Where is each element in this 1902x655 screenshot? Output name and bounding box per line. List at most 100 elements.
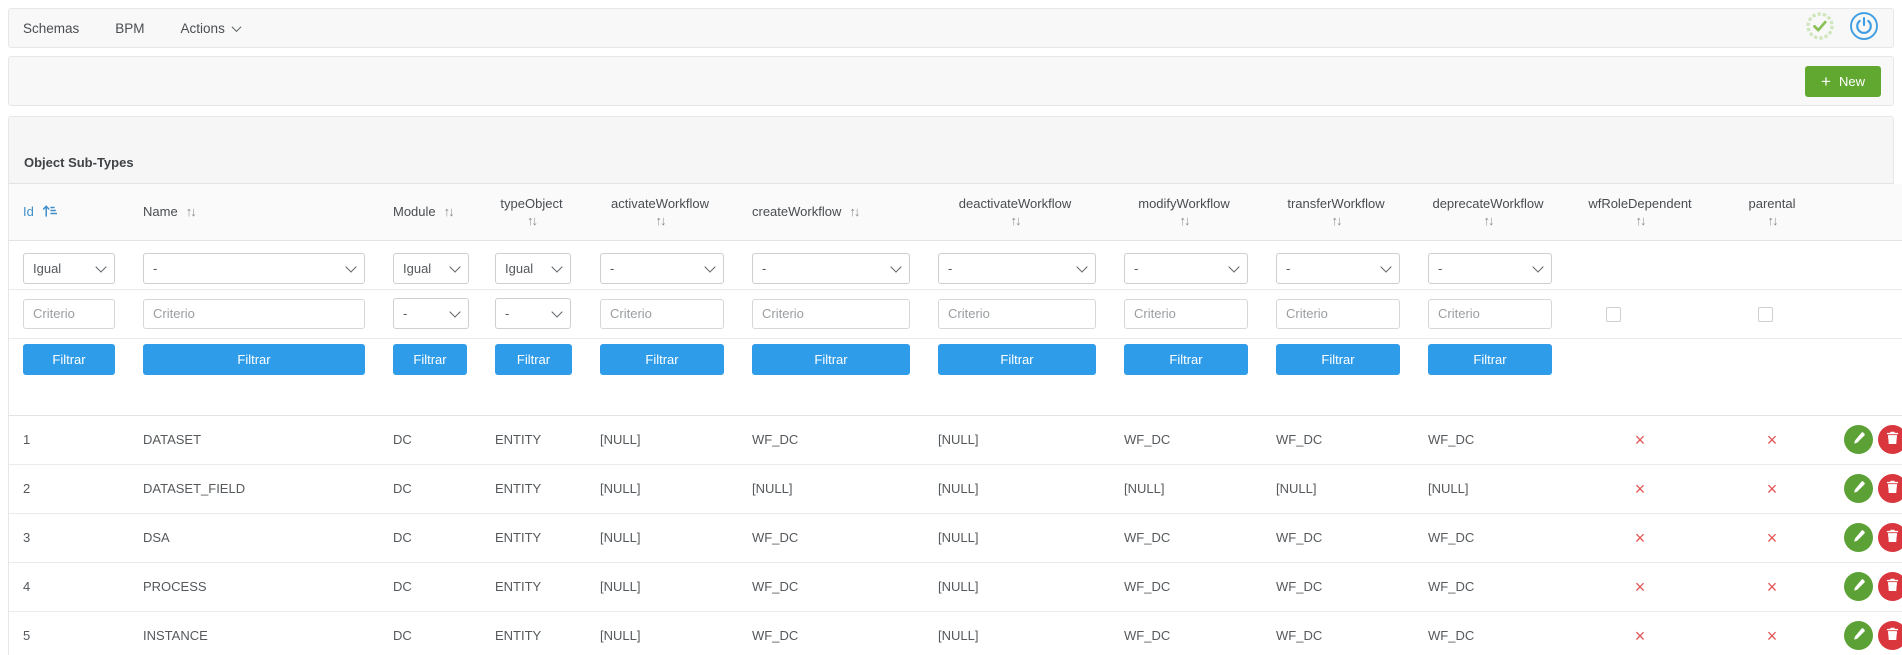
filter-checkbox-wfRoleDependent[interactable]: [1606, 306, 1621, 322]
cell-wfRoleDependent: ×: [1566, 513, 1718, 563]
col-header-parental[interactable]: parental ↑↓: [1718, 184, 1830, 241]
col-header-module[interactable]: Module ↑↓: [379, 184, 481, 241]
col-header-wfRoleDependent[interactable]: wfRoleDependent ↑↓: [1566, 184, 1718, 241]
false-x-mark: ×: [1766, 429, 1778, 450]
filter-criteria-input-modifyWorkflow[interactable]: [1124, 298, 1248, 329]
filter-criteria-input-deactivateWorkflow[interactable]: [938, 298, 1096, 329]
delete-button[interactable]: [1878, 572, 1902, 601]
filter-button-deprecateWorkflow[interactable]: Filtrar: [1428, 343, 1552, 375]
col-header-transferWorkflow[interactable]: transferWorkflow ↑↓: [1262, 184, 1414, 241]
filter-operator-select-activateWorkflow[interactable]: -: [600, 252, 724, 284]
col-label: createWorkflow: [752, 204, 842, 220]
filter-operator-select-createWorkflow[interactable]: -: [752, 252, 910, 284]
cell-deprecateWorkflow: [NULL]: [1414, 464, 1566, 514]
filter-criteria-input-createWorkflow[interactable]: [752, 298, 910, 329]
nav-item-actions[interactable]: Actions: [181, 21, 242, 36]
false-x-mark: ×: [1634, 429, 1646, 450]
col-header-activateWorkflow[interactable]: activateWorkflow ↑↓: [586, 184, 738, 241]
table-row: 2 DATASET_FIELD DC ENTITY [NULL] [NULL] [NULL]…: [9, 464, 1902, 514]
col-label: wfRoleDependent: [1588, 195, 1692, 211]
cell-typeObject: ENTITY: [481, 464, 586, 514]
col-header-modifyWorkflow[interactable]: modifyWorkflow ↑↓: [1110, 184, 1262, 241]
delete-button[interactable]: [1878, 523, 1902, 552]
delete-button[interactable]: [1878, 474, 1902, 503]
sort-both-icon: ↑↓: [185, 204, 197, 220]
edit-button[interactable]: [1844, 523, 1873, 552]
cell-id: 1: [9, 415, 129, 465]
filter-operator-select-id[interactable]: Igual: [23, 252, 115, 284]
cell-id: 2: [9, 464, 129, 514]
col-header-deactivateWorkflow[interactable]: deactivateWorkflow ↑↓: [924, 184, 1110, 241]
nav-item-schemas[interactable]: Schemas: [23, 21, 79, 36]
filter-operator-select-name[interactable]: -: [143, 252, 365, 284]
trash-icon: [1886, 529, 1899, 546]
cell-activateWorkflow: [NULL]: [586, 513, 738, 563]
filter-criteria-select-typeObject[interactable]: -: [495, 298, 571, 329]
col-header-createWorkflow[interactable]: createWorkflow ↑↓: [738, 184, 924, 241]
sort-both-icon: ↑↓: [1483, 212, 1495, 228]
trash-icon: [1886, 578, 1899, 595]
cell-deactivateWorkflow: [NULL]: [924, 464, 1110, 514]
filter-operator-select-module[interactable]: Igual: [393, 252, 469, 284]
edit-button[interactable]: [1844, 425, 1873, 454]
new-button[interactable]: + New: [1805, 65, 1881, 97]
delete-button[interactable]: [1878, 621, 1902, 650]
nav-item-label: BPM: [115, 20, 145, 36]
cell-transferWorkflow: WF_DC: [1262, 415, 1414, 465]
filter-button-modifyWorkflow[interactable]: Filtrar: [1124, 343, 1248, 375]
filter-criteria-input-name[interactable]: [143, 298, 365, 329]
nav-item-bpm[interactable]: BPM: [115, 21, 144, 36]
filter-criteria-select-module[interactable]: -: [393, 298, 469, 329]
cell-parental: ×: [1718, 464, 1830, 514]
col-header-deprecateWorkflow[interactable]: deprecateWorkflow ↑↓: [1414, 184, 1566, 241]
cell-wfRoleDependent: ×: [1566, 611, 1718, 655]
cell-deactivateWorkflow: [NULL]: [924, 415, 1110, 465]
cell-name: DATASET: [129, 415, 379, 465]
col-header-typeObject[interactable]: typeObject ↑↓: [481, 184, 586, 241]
filter-operator-select-deprecateWorkflow[interactable]: -: [1428, 252, 1552, 284]
cell-transferWorkflow: WF_DC: [1262, 611, 1414, 655]
col-label: Module: [393, 204, 436, 220]
col-header-name[interactable]: Name ↑↓: [129, 184, 379, 241]
filter-criteria-input-id[interactable]: [23, 298, 115, 329]
false-x-mark: ×: [1634, 625, 1646, 646]
edit-button[interactable]: [1844, 474, 1873, 503]
cell-createWorkflow: WF_DC: [738, 611, 924, 655]
filter-criteria-input-activateWorkflow[interactable]: [600, 298, 724, 329]
filter-criteria-input-deprecateWorkflow[interactable]: [1428, 298, 1552, 329]
plus-icon: +: [1821, 71, 1831, 91]
filter-button-createWorkflow[interactable]: Filtrar: [752, 343, 910, 375]
filter-operator-select-typeObject[interactable]: Igual: [495, 252, 571, 284]
table-row: 4 PROCESS DC ENTITY [NULL] WF_DC [NULL] WF_DC WF…: [9, 562, 1902, 612]
cell-activateWorkflow: [NULL]: [586, 611, 738, 655]
filter-operator-select-modifyWorkflow[interactable]: -: [1124, 252, 1248, 284]
filter-button-transferWorkflow[interactable]: Filtrar: [1276, 343, 1400, 375]
cell-modifyWorkflow: WF_DC: [1110, 513, 1262, 563]
power-button[interactable]: [1849, 11, 1879, 43]
cell-name: PROCESS: [129, 562, 379, 612]
cell-deprecateWorkflow: WF_DC: [1414, 562, 1566, 612]
col-label: deprecateWorkflow: [1432, 195, 1544, 211]
filter-button-name[interactable]: Filtrar: [143, 343, 365, 375]
status-check-button[interactable]: [1805, 11, 1835, 43]
cell-id: 3: [9, 513, 129, 563]
edit-button[interactable]: [1844, 572, 1873, 601]
filter-button-activateWorkflow[interactable]: Filtrar: [600, 343, 724, 375]
sort-both-icon: ↑↓: [655, 212, 667, 228]
false-x-mark: ×: [1634, 478, 1646, 499]
filter-button-deactivateWorkflow[interactable]: Filtrar: [938, 343, 1096, 375]
edit-button[interactable]: [1844, 621, 1873, 650]
col-header-id[interactable]: Id: [9, 184, 129, 241]
cell-createWorkflow: WF_DC: [738, 513, 924, 563]
filter-operator-select-transferWorkflow[interactable]: -: [1276, 252, 1400, 284]
filter-criteria-input-transferWorkflow[interactable]: [1276, 298, 1400, 329]
cell-activateWorkflow: [NULL]: [586, 464, 738, 514]
filter-button-id[interactable]: Filtrar: [23, 343, 115, 375]
filter-button-module[interactable]: Filtrar: [393, 343, 467, 375]
filter-button-typeObject[interactable]: Filtrar: [495, 343, 572, 375]
filter-operator-select-deactivateWorkflow[interactable]: -: [938, 252, 1096, 284]
sort-both-icon: ↑↓: [1767, 212, 1779, 228]
filter-checkbox-parental[interactable]: [1758, 306, 1773, 322]
delete-button[interactable]: [1878, 425, 1902, 454]
col-label: activateWorkflow: [610, 195, 709, 211]
